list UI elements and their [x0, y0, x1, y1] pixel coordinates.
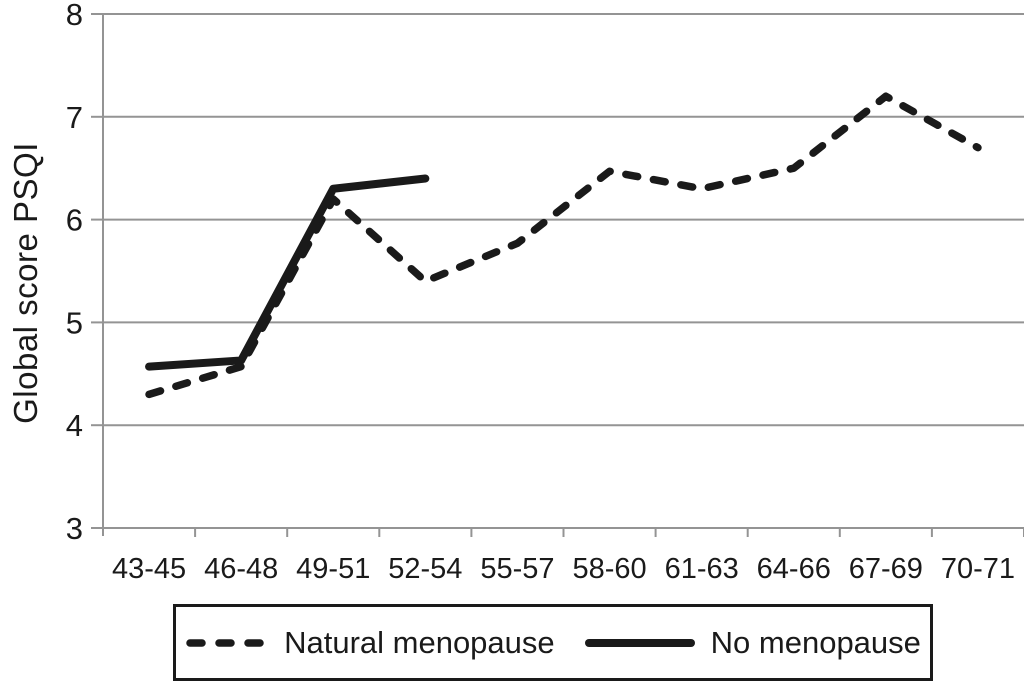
x-tick-label: 52-54	[388, 553, 462, 585]
x-tick-label: 55-57	[480, 553, 554, 585]
x-tick-label: 46-48	[204, 553, 278, 585]
y-tick-label: 7	[66, 100, 83, 135]
x-tick-label: 70-71	[941, 553, 1015, 585]
y-tick-label: 8	[66, 0, 83, 32]
x-tick-label: 43-45	[112, 553, 186, 585]
legend: Natural menopause No menopause	[173, 604, 933, 681]
legend-dashed-line-sample	[186, 638, 268, 647]
x-tick-label: 64-66	[757, 553, 831, 585]
y-tick-label: 3	[66, 511, 83, 546]
y-tick-label: 5	[66, 305, 83, 340]
legend-label-natural-menopause: Natural menopause	[284, 624, 555, 660]
x-tick-label: 67-69	[849, 553, 923, 585]
legend-solid-line-sample	[584, 638, 695, 647]
y-tick-label: 6	[66, 203, 83, 238]
series-line-natural-menopause	[145, 92, 982, 399]
x-tick-label: 61-63	[665, 553, 739, 585]
x-tick-label: 49-51	[296, 553, 370, 585]
x-tick-label: 58-60	[572, 553, 646, 585]
y-tick-label: 4	[66, 408, 83, 443]
legend-label-no-menopause: No menopause	[710, 624, 921, 660]
series-line-no-menopause	[145, 174, 430, 371]
